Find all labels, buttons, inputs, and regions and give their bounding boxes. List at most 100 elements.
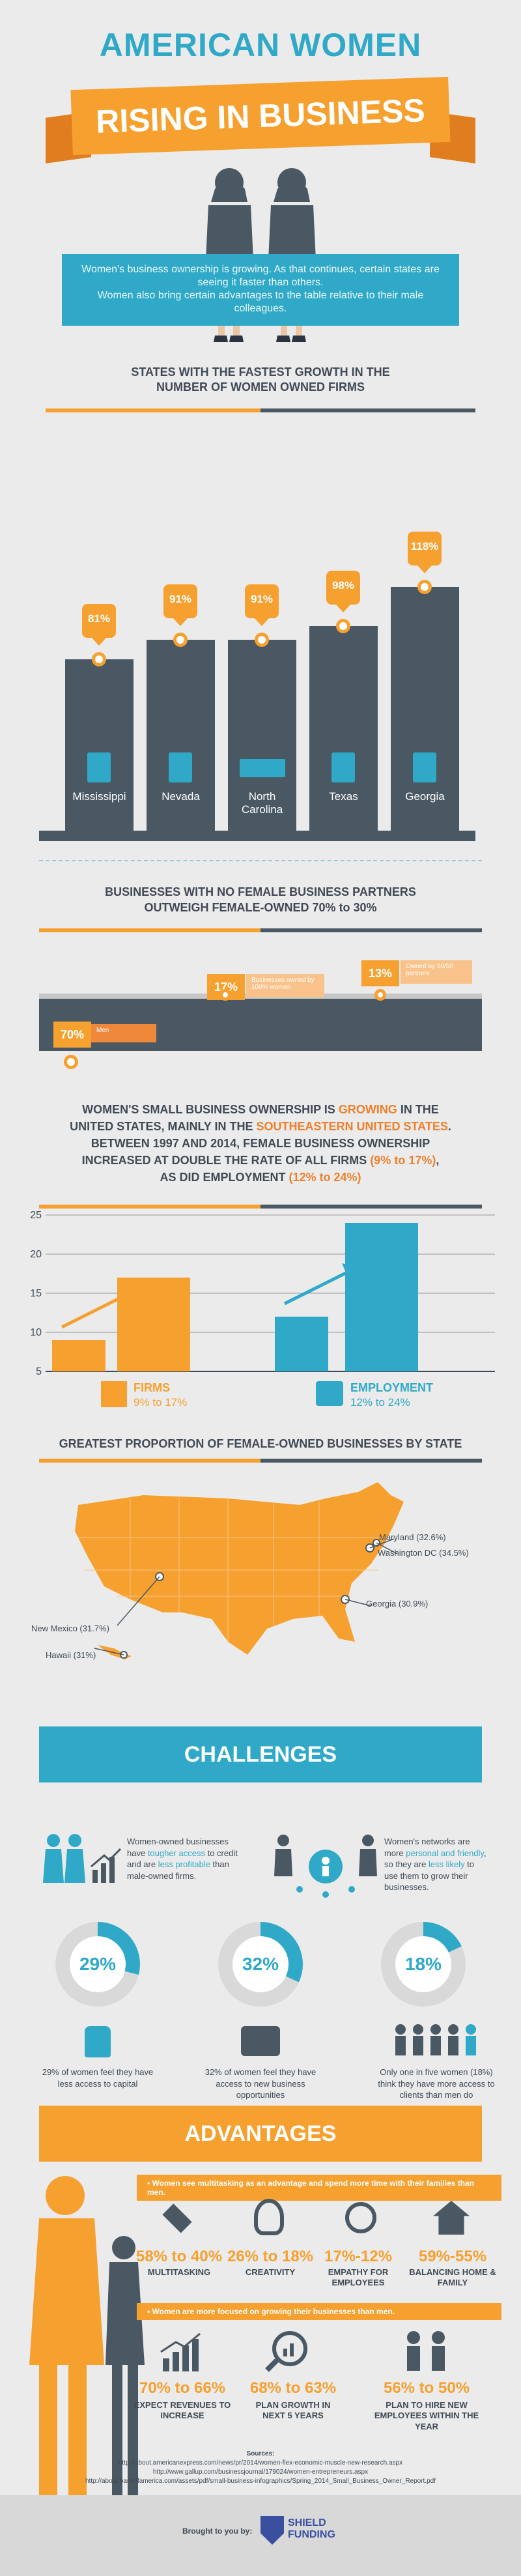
growth-bar-label-1: 91% [163, 584, 197, 618]
brought-by-label: Brought to you by: [182, 2526, 253, 2536]
challenge-desc-0: 29% of women feel they have less access … [42, 2067, 154, 2089]
advantages-pill-1: • Women see multitasking as an advantage… [137, 2175, 501, 2201]
legend-firms-sub: 9% to 17% [134, 1396, 188, 1409]
growth-bar-pointer-2 [255, 618, 269, 626]
challenge-desc-1: 32% of women feel they have access to ne… [204, 2067, 317, 2100]
advantages-banner: ADVANTAGES [39, 2106, 482, 2162]
partners-title-line1: BUSINESSES WITH NO FEMALE BUSINESS PARTN… [105, 885, 416, 898]
source-link-2[interactable]: http://www.gallup.com/businessjournal/17… [152, 2469, 369, 2476]
state-shape-4 [413, 752, 436, 782]
fastest-growth-chart: 81% 91% 91% 98% 118% Mississippi Nevada North Te… [0, 423, 521, 847]
hire-people-icon [407, 2331, 445, 2371]
y-tick-3: 10 [30, 1327, 42, 1338]
growth-bar-dot-0 [92, 652, 106, 666]
growth-bar-dot-1 [173, 633, 188, 647]
advantage-label-0: MULTITASKING [147, 2267, 211, 2277]
layers-icon [162, 2203, 192, 2233]
growth-bar-dot-2 [255, 633, 269, 647]
intro-box: Women's business ownership is growing. A… [62, 254, 459, 326]
intro-line1: Women's business ownership is growing. A… [81, 264, 440, 288]
map-label-hawaii: Hawaii (31%) [46, 1650, 96, 1660]
state-name-4: Georgia [405, 790, 445, 803]
partners-note-men: Men [91, 1024, 156, 1042]
state-name-2: North [248, 790, 276, 803]
us-map [75, 1482, 404, 1659]
trend-arrow-1 [283, 1269, 351, 1306]
partners-tag-5050: 13% [361, 960, 399, 986]
section-rule [39, 924, 482, 932]
growth-chart: 25 20 15 10 5 [30, 1210, 495, 1375]
y-tick-0: 25 [30, 1210, 42, 1221]
source-link-1[interactable]: http://about.americanexpress.com/news/pr… [118, 2459, 403, 2467]
advantage-stat-3: 59%-55% [418, 2248, 487, 2265]
dashed-divider [39, 860, 482, 861]
state-name-0: Mississippi [72, 790, 126, 803]
focus-label-0: EXPECT REVENUES TO INCREASE [134, 2400, 231, 2421]
businesswoman-silhouette [29, 2176, 145, 2521]
growth-magnifier-icon [265, 2331, 307, 2372]
growth-bar-label-2: 91% [245, 584, 279, 618]
legend-employment-sub: 12% to 24% [350, 1396, 410, 1409]
challenge-desc-2: Only one in five women (18%) think they … [378, 2067, 495, 2100]
map-label-maryland: Maryland (32.6%) [379, 1532, 446, 1542]
company-logo[interactable]: SHIELD FUNDING [288, 2517, 335, 2540]
empathy-icon [345, 2202, 376, 2233]
people-group-icon [395, 2024, 476, 2055]
briefcase-icon [241, 2026, 280, 2056]
partners-tag-women: 17% [207, 974, 245, 1000]
y-tick-4: 5 [36, 1366, 42, 1375]
advantage-label-3: BALANCING HOME & FAMILY [409, 2267, 496, 2288]
challenge-donut-value-0: 29% [70, 1936, 126, 1992]
state-shape-3 [331, 752, 355, 782]
partners-dot-men [64, 1055, 78, 1069]
challenge-donut-2: 18% [381, 1922, 466, 2007]
page-title: AMERICAN WOMEN [99, 27, 422, 63]
title-ribbon: RISING IN BUSINESS [70, 76, 451, 156]
growth-title: WOMEN'S SMALL BUSINESS OWNERSHIP IS GROW… [70, 1103, 451, 1184]
growth-bar-4 [391, 587, 459, 831]
challenge-donut-value-2: 18% [395, 1936, 451, 1992]
state-shape-2 [240, 759, 285, 777]
growth-bar-label-4: 118% [408, 532, 442, 565]
challenges-banner: CHALLENGES [39, 1726, 482, 1782]
growth-bar-dot-3 [336, 619, 350, 633]
hand-icon [85, 2026, 111, 2057]
advantage-stat-0: 58% to 40% [135, 2248, 223, 2265]
state-name-1: Nevada [162, 790, 200, 803]
growth-bar-label-3: 98% [326, 571, 360, 605]
partners-note-women: Businesses owned by 100% women [246, 974, 324, 997]
advantage-stat-2: 17%-12% [324, 2248, 393, 2265]
partners-note-5050: Owned by 50/50 partners [401, 960, 472, 984]
state-name-3: Texas [329, 790, 358, 803]
source-link-3[interactable]: http://about.bankofamerica.com/assets/pd… [85, 2478, 436, 2485]
growth-bar-pointer-1 [173, 618, 188, 626]
briefcase-icon [316, 1381, 343, 1406]
map-label-georgia: Georgia (30.9%) [366, 1599, 429, 1609]
map-title: GREATEST PROPORTION OF FEMALE-OWNED BUSI… [59, 1437, 462, 1450]
map-label-newmexico: New Mexico (31.7%) [31, 1624, 109, 1633]
growth-bar-3 [309, 626, 378, 831]
y-tick-1: 20 [30, 1249, 42, 1260]
revenue-chart-icon [160, 2332, 201, 2371]
firms-icon [101, 1381, 127, 1407]
partners-tag-men: 70% [53, 1022, 91, 1048]
fastest-growth-title: STATES WITH THE FASTEST GROWTH IN THE NU… [131, 365, 390, 394]
challenge-text-networks: Women's networks are more personal and f… [384, 1837, 486, 1893]
sources-title: Sources: [246, 2450, 275, 2457]
state-name-2b: Carolina [241, 803, 283, 816]
legend-employment: EMPLOYMENT [350, 1381, 434, 1394]
trend-arrow-head-0 [119, 1287, 135, 1305]
bar-employment-1997 [275, 1317, 328, 1371]
intro-line2: Women also bring certain advantages to t… [97, 290, 424, 314]
growth-bar-pointer-0 [92, 638, 106, 646]
section-rule [39, 1200, 482, 1209]
growth-bar-pointer-3 [336, 605, 350, 612]
partners-dot-5050 [374, 989, 386, 1001]
focus-label-1: PLAN GROWTH IN NEXT 5 YEARS [255, 2400, 331, 2421]
partners-dot-women [219, 989, 231, 1001]
state-shape-1 [169, 752, 192, 782]
women-chart-icon [43, 1834, 122, 1883]
bar-employment-2014 [345, 1223, 418, 1371]
growth-bar-dot-4 [417, 580, 432, 594]
growth-bar-label-0: 81% [82, 604, 116, 638]
